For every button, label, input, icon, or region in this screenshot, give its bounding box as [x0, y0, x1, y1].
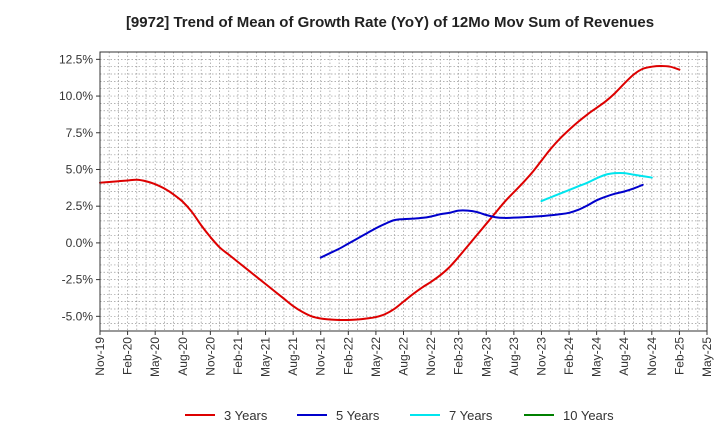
x-tick-label: Aug-21	[286, 337, 300, 376]
x-tick-label: Aug-22	[397, 337, 411, 376]
legend-label-10-years: 10 Years	[563, 408, 614, 423]
x-tick-label: Nov-23	[534, 337, 548, 376]
chart-title: [9972] Trend of Mean of Growth Rate (YoY…	[126, 14, 654, 31]
legend-label-7-years: 7 Years	[449, 408, 493, 423]
x-tick-label: Feb-22	[341, 337, 355, 375]
series-line-5-years	[319, 183, 644, 259]
y-tick-label: 2.5%	[66, 199, 94, 213]
grid	[100, 52, 707, 331]
x-tick-label: Nov-22	[424, 337, 438, 376]
x-tick-label: May-20	[148, 337, 162, 377]
y-tick-label: 5.0%	[66, 162, 94, 176]
y-tick-label: -2.5%	[62, 273, 94, 287]
x-tick-label: Feb-20	[121, 337, 135, 375]
y-tick-label: 0.0%	[66, 236, 94, 250]
x-tick-label: Feb-25	[672, 337, 686, 375]
x-tick-label: May-25	[700, 337, 714, 377]
x-tick-label: May-23	[479, 337, 493, 377]
x-axis: Nov-19 Feb-20 May-20 Aug-20 Nov-20 Feb-21 May-…	[93, 331, 714, 377]
x-tick-label: Feb-21	[231, 337, 245, 375]
series-layer	[99, 64, 681, 322]
x-tick-label: Feb-23	[452, 337, 466, 375]
x-tick-label: Aug-20	[176, 337, 190, 376]
series-line-3-years	[99, 64, 681, 322]
y-axis: -5.0% -2.5% 0.0% 2.5% 5.0% 7.5% 10.0% 12.5%	[59, 52, 100, 323]
x-tick-label: May-21	[259, 337, 273, 377]
series-line-7-years	[540, 171, 653, 203]
legend-label-3-years: 3 Years	[224, 408, 268, 423]
x-tick-label: May-24	[590, 337, 604, 377]
y-tick-label: 10.0%	[59, 89, 93, 103]
x-tick-label: Nov-24	[645, 337, 659, 376]
legend: 3 Years 5 Years 7 Years 10 Years	[185, 408, 614, 423]
x-tick-label: Nov-19	[93, 337, 107, 376]
y-tick-label: -5.0%	[62, 309, 94, 323]
y-tick-label: 12.5%	[59, 52, 93, 66]
x-tick-label: Feb-24	[562, 337, 576, 375]
legend-label-5-years: 5 Years	[336, 408, 380, 423]
x-tick-label: Nov-21	[314, 337, 328, 376]
x-tick-label: Aug-24	[617, 337, 631, 376]
y-tick-label: 7.5%	[66, 126, 94, 140]
x-tick-label: Aug-23	[507, 337, 521, 376]
x-tick-label: May-22	[369, 337, 383, 377]
x-tick-label: Nov-20	[203, 337, 217, 376]
